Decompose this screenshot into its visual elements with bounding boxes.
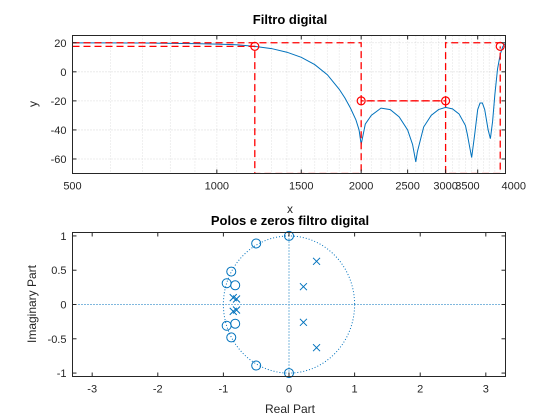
filter-plot-title: Filtro digital: [253, 12, 327, 27]
spec-corner-marker: [250, 41, 260, 51]
y-tick-label: 0: [60, 300, 66, 312]
x-tick-label: -1: [219, 384, 229, 396]
x-tick-label: -3: [87, 384, 97, 396]
y-tick-label: -20: [51, 96, 67, 108]
spec-corner-marker: [440, 96, 451, 106]
zero-marker: [251, 238, 262, 249]
zero-marker: [230, 318, 241, 329]
x-tick-label: 0: [286, 384, 292, 396]
pole-zero-title: Polos e zeros filtro digital: [211, 213, 369, 228]
x-tick-label: 1000: [205, 181, 229, 193]
zero-marker: [226, 332, 237, 343]
zero-marker: [284, 368, 294, 379]
zero-marker: [226, 266, 237, 277]
x-tick-label: 500: [63, 181, 81, 193]
filter-plot-area: [72, 41, 506, 174]
x-tick-label: 2000: [349, 181, 373, 193]
filter-response-plot: Filtro digital 500 1000 1500 2000 2500 300035…: [26, 12, 526, 216]
x-tick-label: 3500: [455, 181, 479, 193]
pole-marker: [299, 282, 308, 291]
pole-zero-xlabel: Real Part: [265, 402, 316, 416]
y-tick-label: 0: [60, 67, 66, 79]
pole-marker: [312, 343, 321, 352]
pole-zero-ticks: -3 -2 -1 0 1 2 3 -1 -0.5 0 0.5 1: [48, 231, 506, 396]
y-tick-label: -40: [51, 125, 67, 137]
x-tick-label: 1500: [289, 181, 313, 193]
pole-marker: [232, 306, 241, 314]
x-tick-label: 3: [483, 384, 489, 396]
x-tick-label: 3000: [433, 181, 457, 193]
filter-plot-ylabel: y: [26, 101, 40, 107]
pole-zero-plot: Polos e zeros filtro digital -3 -2 -1 0 1 2 3-…: [25, 213, 506, 416]
pole-marker: [312, 257, 321, 266]
zero-marker: [284, 230, 294, 241]
zero-marker: [230, 280, 241, 291]
y-tick-label: -1: [57, 368, 67, 380]
spec-corner-marker: [356, 96, 366, 106]
filter-response-line: [72, 42, 506, 162]
x-tick-label: 4000: [502, 181, 526, 193]
filter-plot-xlabel: x: [287, 202, 293, 216]
spec-line-spec-upper: [72, 42, 506, 102]
x-tick-label: 2500: [395, 181, 419, 193]
pole-marker: [232, 295, 241, 303]
spec-corner-marker: [495, 41, 505, 51]
filter-plot-axes-box: [72, 35, 506, 174]
y-tick-label: 1: [60, 231, 66, 243]
x-tick-label: 1: [352, 384, 358, 396]
y-tick-label: -60: [51, 154, 67, 166]
x-tick-label: 2: [417, 384, 423, 396]
pole-marker: [299, 318, 308, 327]
y-tick-label: 0.5: [51, 265, 66, 277]
pole-zero-ylabel: Imaginary Part: [25, 264, 39, 343]
y-tick-label: 20: [54, 38, 66, 50]
x-tick-label: -2: [153, 384, 163, 396]
zero-marker: [251, 360, 262, 371]
y-tick-label: -0.5: [48, 334, 67, 346]
